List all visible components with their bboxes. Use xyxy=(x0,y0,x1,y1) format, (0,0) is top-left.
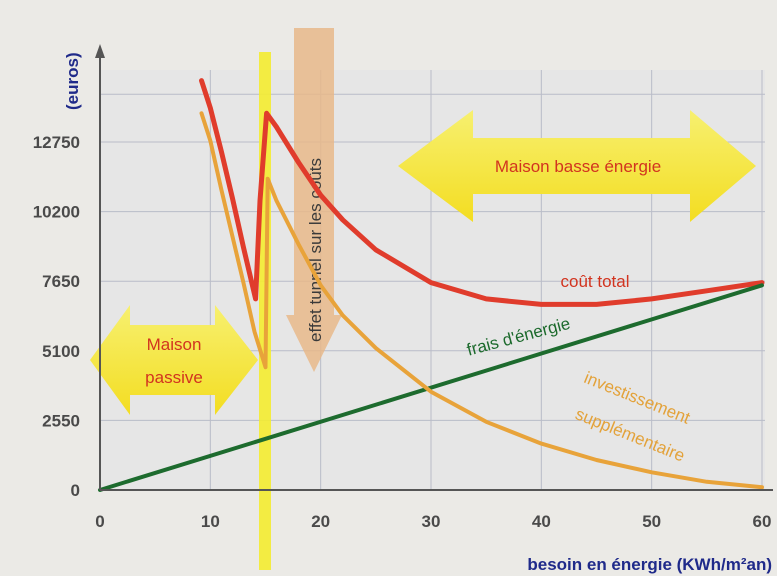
y-axis-arrowhead xyxy=(95,44,105,58)
x-axis-title: besoin en énergie (KWh/m²an) xyxy=(527,555,772,574)
series-line-2 xyxy=(199,111,764,490)
passive-label-line1: Maison xyxy=(147,335,202,354)
y-tick-labels: 0 2550 5100 7650 10200 12750 xyxy=(33,133,80,500)
y-tick-label: 10200 xyxy=(33,203,80,222)
total-cost-label: coût total xyxy=(561,272,630,291)
y-tick-label: 0 xyxy=(71,481,80,500)
x-tick-label: 50 xyxy=(642,512,661,531)
x-tick-label: 60 xyxy=(753,512,772,531)
plot-background xyxy=(100,70,765,490)
x-tick-labels: 0 10 20 30 40 50 60 xyxy=(95,512,771,531)
y-axis-title: (euros) xyxy=(63,52,82,110)
y-tick-label: 12750 xyxy=(33,133,80,152)
y-tick-label: 5100 xyxy=(42,342,80,361)
x-tick-label: 20 xyxy=(311,512,330,531)
low-energy-label: Maison basse énergie xyxy=(495,157,661,176)
tunnel-label: effet tunnel sur les coûts xyxy=(306,158,325,342)
series-line-1 xyxy=(98,283,764,492)
tunnel-arrow xyxy=(286,28,342,372)
series-line-0 xyxy=(199,78,765,307)
passive-label-line2: passive xyxy=(145,368,203,387)
x-tick-label: 10 xyxy=(201,512,220,531)
x-tick-label: 40 xyxy=(532,512,551,531)
y-tick-label: 7650 xyxy=(42,272,80,291)
series-layer xyxy=(98,78,765,492)
low-energy-arrow xyxy=(398,110,756,222)
passive-arrow xyxy=(90,305,258,415)
x-tick-label: 30 xyxy=(422,512,441,531)
y-tick-label: 2550 xyxy=(42,411,80,430)
x-tick-label: 0 xyxy=(95,512,104,531)
